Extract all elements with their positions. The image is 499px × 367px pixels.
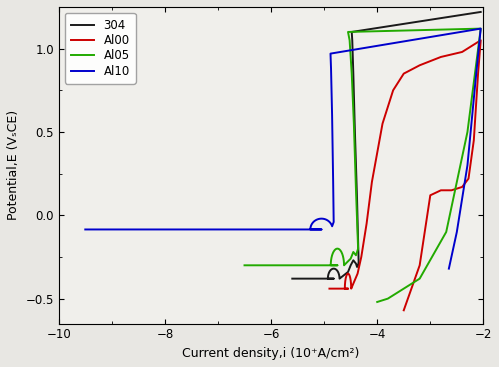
Al00	[344, 272, 350, 276]
Line: Al05: Al05	[245, 29, 481, 302]
304	[292, 276, 298, 281]
Al05	[443, 230, 449, 234]
Al05	[283, 263, 289, 268]
Legend: 304, Al00, Al05, Al10: 304, Al00, Al05, Al10	[65, 13, 136, 84]
304	[329, 267, 335, 271]
Al00	[348, 279, 354, 283]
Line: Al10: Al10	[85, 29, 481, 269]
Al05	[242, 263, 248, 268]
Al10	[265, 227, 271, 232]
Al10	[446, 266, 452, 271]
304	[327, 276, 333, 281]
304	[289, 276, 295, 281]
Al10	[478, 26, 484, 31]
304	[478, 10, 484, 14]
Al00	[401, 308, 407, 313]
Al05	[374, 300, 380, 304]
Al05	[419, 28, 425, 32]
Y-axis label: Potential,E (VₛCE): Potential,E (VₛCE)	[7, 110, 20, 220]
Al00	[478, 38, 484, 43]
Line: Al00: Al00	[329, 40, 481, 310]
Al00	[343, 275, 349, 279]
Al05	[478, 26, 484, 31]
Al00	[328, 286, 334, 291]
Line: 304: 304	[292, 12, 481, 279]
Al05	[348, 257, 354, 261]
304	[310, 276, 316, 281]
Al10	[82, 227, 88, 232]
304	[315, 276, 321, 281]
Al10	[225, 227, 231, 232]
Al00	[326, 286, 332, 291]
X-axis label: Current density,i (10⁺A/cm²): Current density,i (10⁺A/cm²)	[182, 347, 360, 360]
Al10	[102, 227, 108, 232]
Al00	[347, 275, 353, 280]
304	[319, 276, 325, 281]
Al10	[315, 217, 321, 221]
Al05	[333, 247, 339, 251]
Al10	[164, 227, 170, 232]
Al10	[326, 219, 332, 224]
Al00	[334, 286, 340, 291]
Al05	[299, 263, 305, 268]
